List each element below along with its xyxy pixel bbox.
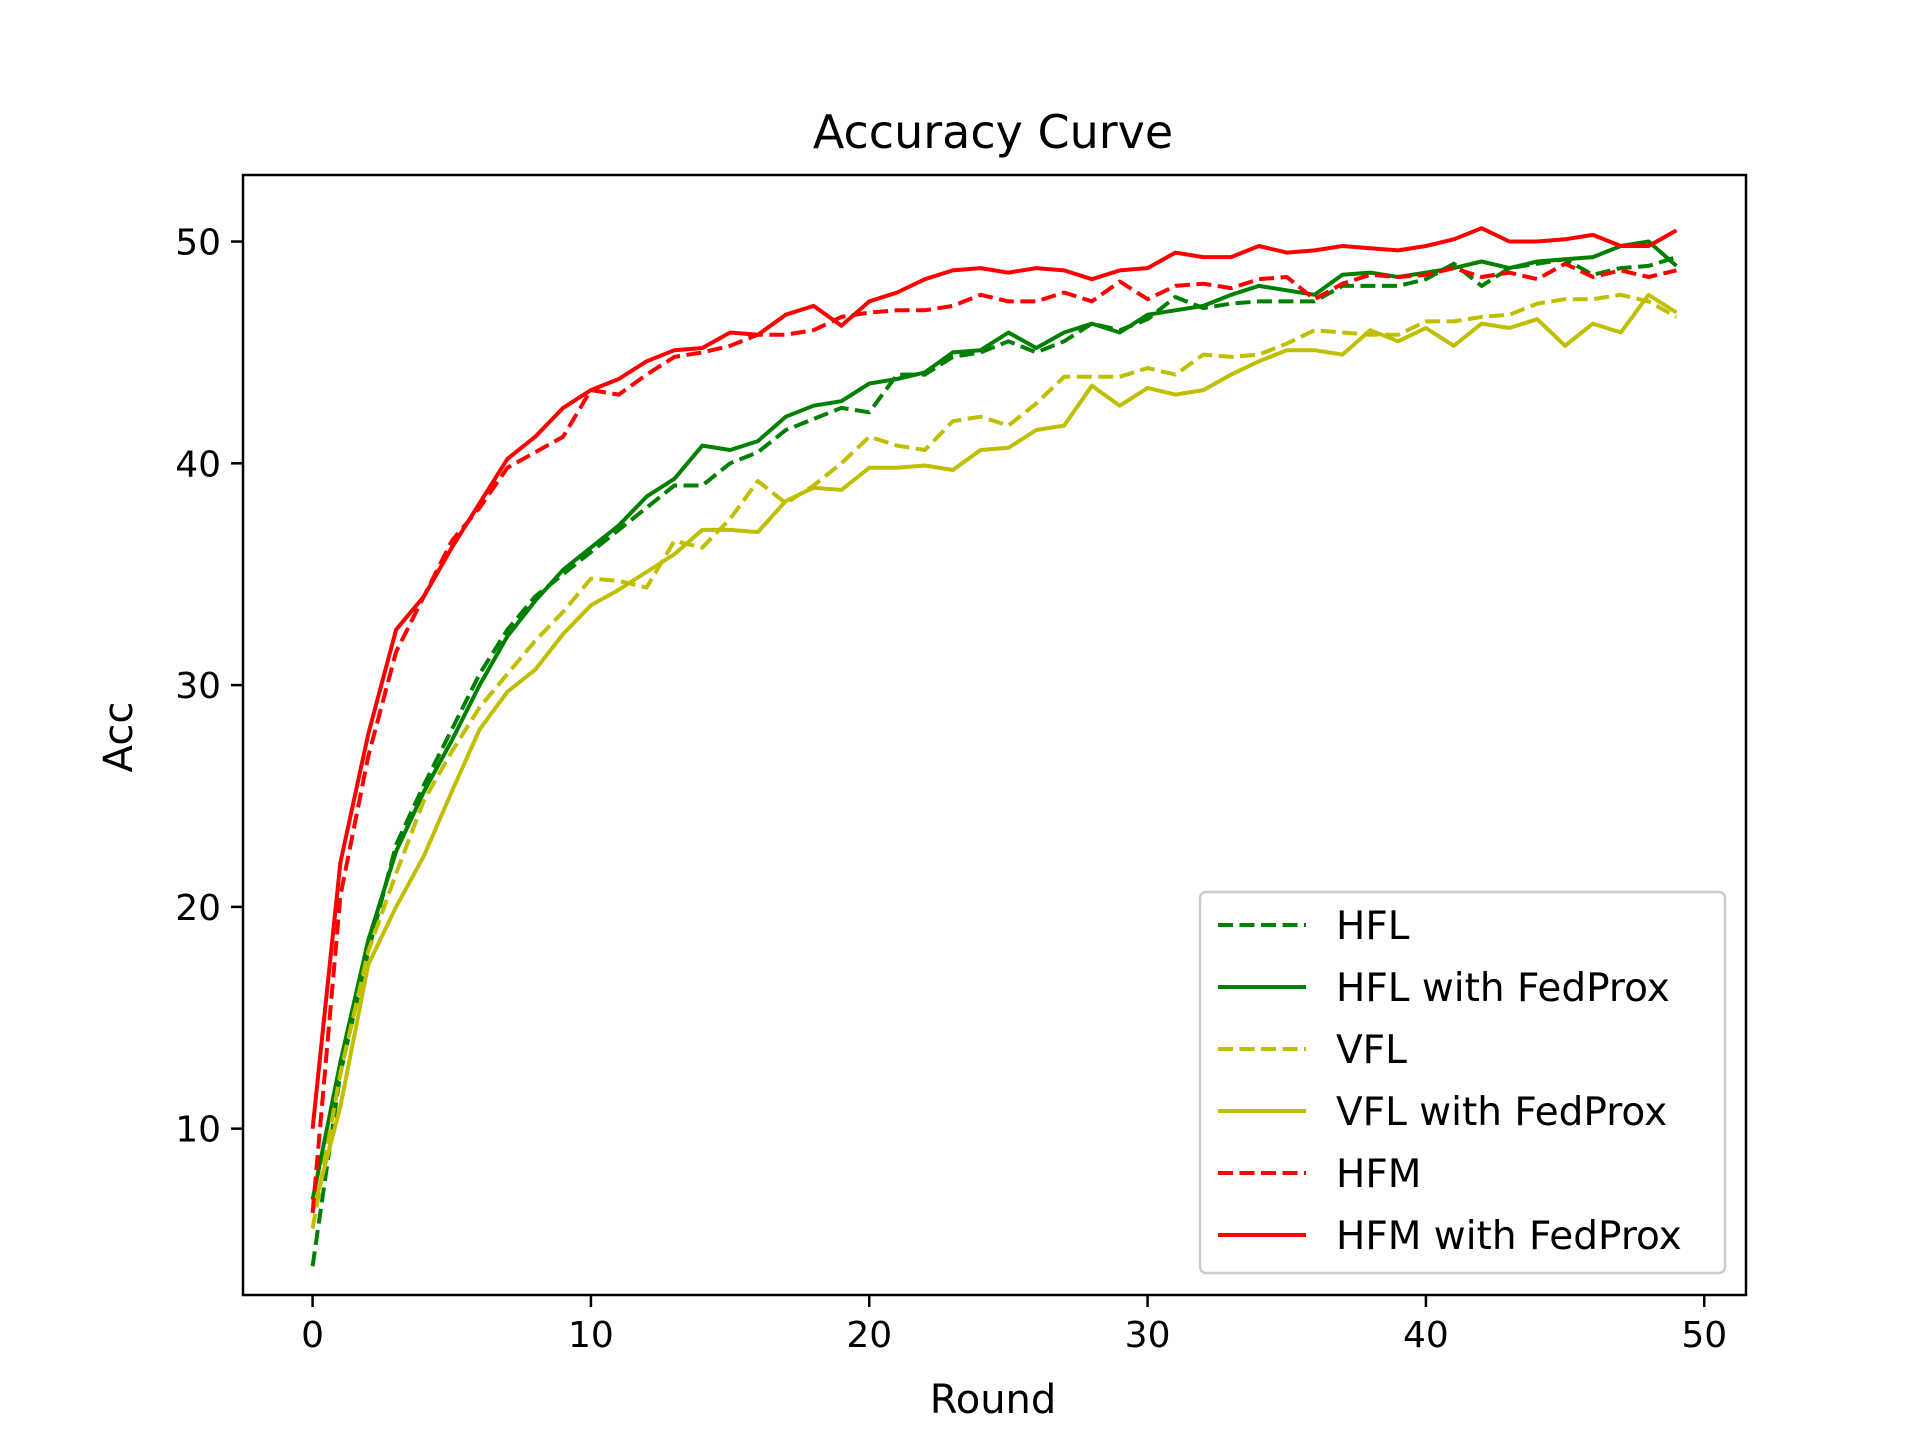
- legend-label: VFL: [1336, 1028, 1407, 1073]
- legend-label: HFL: [1336, 904, 1410, 949]
- x-tick-label: 20: [846, 1315, 892, 1356]
- legend-label: HFM: [1336, 1152, 1421, 1197]
- y-tick-label: 10: [175, 1110, 221, 1151]
- plot-frame: [241, 173, 1748, 1297]
- y-tick-label: 50: [175, 223, 221, 264]
- y-tick-label: 40: [175, 444, 221, 485]
- legend-label: VFL with FedProx: [1336, 1090, 1667, 1135]
- x-tick-label: 50: [1681, 1315, 1727, 1356]
- series-line-hfm-with-fedprox: [310, 226, 1678, 1129]
- y-axis-label: Acc: [96, 702, 142, 773]
- x-tick-label: 10: [568, 1315, 614, 1356]
- chart-title: Accuracy Curve: [813, 105, 1173, 159]
- series-line-vfl: [310, 292, 1678, 1229]
- x-tick-label: 40: [1403, 1315, 1449, 1356]
- legend-box: [1198, 890, 1727, 1275]
- series-layer: [310, 226, 1678, 1267]
- x-tick-label: 0: [301, 1315, 324, 1356]
- y-tick-label: 30: [175, 666, 221, 707]
- x-tick-label: 30: [1125, 1315, 1171, 1356]
- legend: HFL HFL with FedProx VFL VFL with FedProx HF…: [1198, 890, 1727, 1275]
- x-axis-ticks: 0 10 20 30 40 50: [301, 1295, 1727, 1356]
- series-line-vfl-with-fedprox: [310, 292, 1678, 1214]
- y-axis-ticks: 10 20 30 40 50: [175, 223, 243, 1151]
- x-axis-label: Round: [930, 1377, 1057, 1423]
- legend-label: HFM with FedProx: [1336, 1214, 1682, 1259]
- legend-label: HFL with FedProx: [1336, 966, 1670, 1011]
- y-tick-label: 20: [175, 888, 221, 929]
- series-line-hfm: [310, 261, 1677, 1214]
